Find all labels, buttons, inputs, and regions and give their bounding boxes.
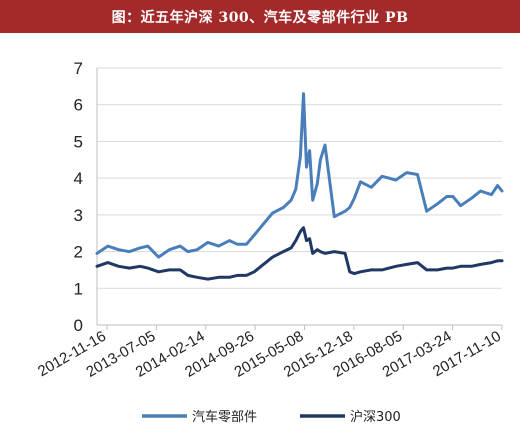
y-axis-ticks: 0 1 2 3 4 5 6 7 bbox=[74, 59, 83, 335]
chart-title: 图：近五年沪深 300、汽车及零部件行业 PB bbox=[0, 0, 520, 33]
legend-label: 沪深300 bbox=[350, 409, 401, 425]
legend-label: 汽车零部件 bbox=[192, 409, 257, 425]
y-tick-label: 7 bbox=[74, 59, 83, 78]
legend: 汽车零部件 沪深300 bbox=[142, 409, 401, 425]
y-tick-label: 4 bbox=[74, 169, 83, 188]
line-chart: 0 1 2 3 4 5 6 7 2012-11-162013-07-052014-02-142… bbox=[35, 59, 504, 425]
series-line-1 bbox=[95, 92, 504, 259]
series-line-2 bbox=[95, 226, 504, 281]
y-tick-label: 3 bbox=[74, 206, 83, 225]
axes bbox=[96, 68, 502, 326]
grid-lines bbox=[97, 67, 502, 326]
y-tick-label: 0 bbox=[74, 316, 83, 335]
x-axis-ticks: 2012-11-162013-07-052014-02-142014-09-26… bbox=[35, 325, 504, 381]
y-tick-label: 6 bbox=[74, 96, 83, 115]
y-tick-label: 2 bbox=[74, 243, 83, 262]
series-lines bbox=[95, 92, 504, 281]
y-tick-label: 5 bbox=[74, 132, 83, 151]
y-tick-label: 1 bbox=[74, 279, 83, 298]
